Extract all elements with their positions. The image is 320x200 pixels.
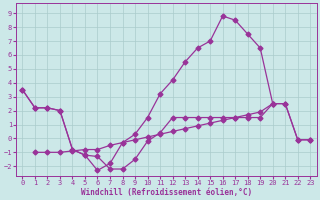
X-axis label: Windchill (Refroidissement éolien,°C): Windchill (Refroidissement éolien,°C) xyxy=(81,188,252,197)
